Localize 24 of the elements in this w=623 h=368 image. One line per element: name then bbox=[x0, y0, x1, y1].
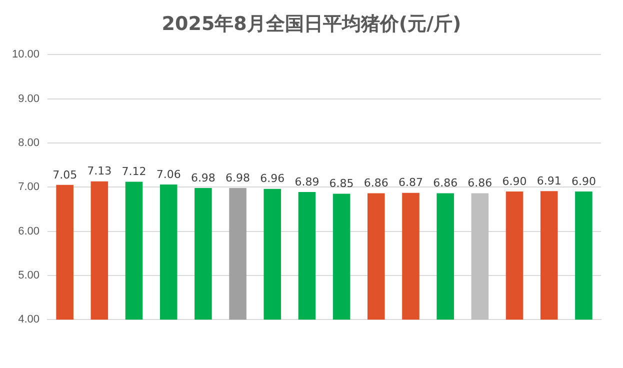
data-label: 6.98 bbox=[226, 171, 250, 184]
data-label: 6.86 bbox=[468, 176, 492, 190]
y-tick-label: 8.00 bbox=[18, 136, 40, 149]
data-label: 6.86 bbox=[433, 176, 458, 190]
data-label: 6.98 bbox=[190, 171, 216, 184]
y-tick-label: 10.00 bbox=[12, 48, 40, 61]
y-tick-label: 9.00 bbox=[18, 92, 40, 105]
y-tick-label: 5.00 bbox=[18, 269, 40, 282]
y-tick-label: 4.00 bbox=[18, 314, 40, 326]
data-label: 7.06 bbox=[156, 168, 181, 181]
data-label: 6.91 bbox=[536, 174, 562, 188]
data-label: 7.13 bbox=[87, 164, 112, 178]
data-label: 7.12 bbox=[122, 165, 146, 178]
data-label: 6.96 bbox=[260, 172, 285, 186]
data-label: 6.86 bbox=[364, 176, 388, 190]
data-label: 6.89 bbox=[294, 175, 320, 188]
chart-title: 2025年8月全国日平均猪价(元/斤) bbox=[160, 12, 462, 37]
data-label: 7.05 bbox=[52, 168, 78, 182]
data-label: 6.85 bbox=[329, 177, 354, 190]
y-tick-label: 7.00 bbox=[18, 181, 40, 194]
y-tick-label: 6.00 bbox=[18, 225, 40, 238]
data-label: 6.87 bbox=[398, 176, 423, 190]
data-label: 6.90 bbox=[571, 174, 596, 188]
data-label: 6.90 bbox=[502, 174, 527, 188]
